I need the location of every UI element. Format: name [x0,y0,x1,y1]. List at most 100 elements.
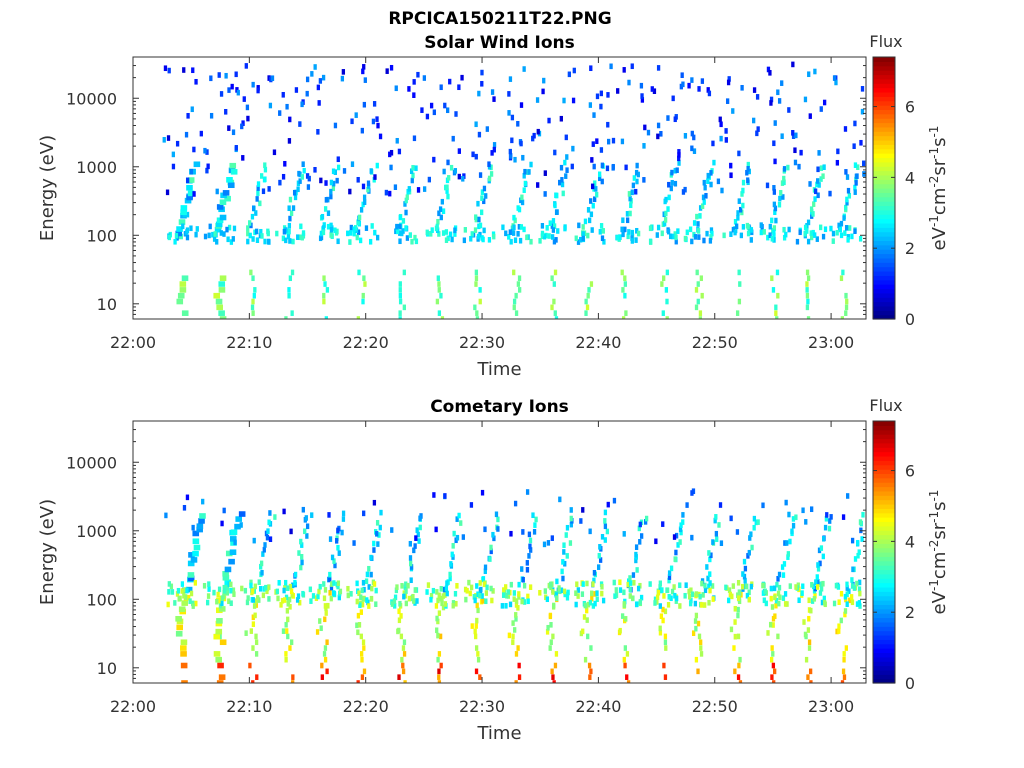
flux-cell [265,534,270,541]
flux-cell [762,229,766,235]
flux-cell [661,310,665,316]
flux-cell [492,233,496,240]
flux-cell [564,173,568,179]
flux-cell [713,517,717,524]
flux-cell [709,181,713,188]
flux-cell [299,223,303,230]
flux-cell [648,581,652,587]
x-tick-label: 22:20 [343,333,389,352]
flux-cell [517,581,521,588]
flux-cell [295,597,300,603]
flux-cell [336,580,341,587]
flux-cell [341,516,346,522]
flux-cell [628,580,633,586]
flux-cell [755,94,760,100]
flux-cell [507,91,511,97]
flux-cell [703,602,707,608]
flux-cell [507,234,511,240]
flux-cell [457,84,461,91]
flux-cell [816,192,820,199]
flux-cell [660,587,664,593]
flux-cell [443,601,448,607]
flux-cell [551,674,555,680]
colorbar-segment [873,183,895,189]
flux-cell [401,218,406,224]
flux-cell [618,579,622,586]
flux-cell [349,230,353,236]
flux-cell [326,223,331,230]
flux-cell [288,196,293,203]
flux-cell [501,592,506,598]
flux-cell [690,490,694,496]
y-axis-label: Energy (eV) [37,499,58,605]
flux-cell [850,577,854,583]
colorbar-segment [873,131,895,137]
flux-cell [262,546,266,553]
flux-cell [360,674,365,680]
flux-cell [611,137,616,144]
flux-cell [780,564,785,570]
flux-cell [697,86,701,92]
flux-cell [366,186,370,193]
flux-cell [401,662,405,669]
flux-cell [437,210,441,217]
flux-cell [762,597,766,604]
flux-cell [681,519,685,525]
flux-cell [756,519,760,525]
flux-cell [475,583,479,589]
flux-cell [360,127,364,134]
flux-cell [443,493,447,499]
flux-cell [590,590,594,597]
flux-cell [324,316,328,319]
flux-cell [845,591,849,598]
flux-cell [166,601,170,608]
flux-cell [719,540,724,547]
flux-cell [591,581,595,587]
flux-cell [678,539,682,545]
flux-cell [336,544,340,551]
flux-cell [393,184,398,191]
flux-cell [772,140,776,147]
flux-cell [772,229,776,236]
flux-cell [773,209,777,215]
flux-cell [329,179,334,186]
colorbar-segment [873,486,895,492]
flux-cell [689,587,693,594]
flux-cell [282,228,287,235]
flux-cell [494,511,499,518]
flux-cell [837,628,841,634]
flux-cell [254,651,259,657]
flux-cell [638,539,642,545]
flux-cell [847,192,852,199]
flux-cell [772,185,776,191]
flux-cell [560,177,564,183]
flux-cell [655,599,659,605]
flux-cell [856,164,860,170]
flux-cell [568,540,573,546]
flux-cell [627,229,631,235]
flux-cell [626,578,631,584]
flux-cell [412,79,416,85]
flux-cell [357,214,362,221]
flux-cell [681,512,685,518]
flux-cell [711,140,715,147]
x-tick-label: 22:50 [692,697,738,716]
flux-cell [631,182,636,189]
flux-cell [187,190,195,197]
flux-cell [395,137,399,144]
flux-cell [636,230,641,237]
flux-cell [522,66,526,72]
flux-cell [752,524,756,531]
flux-cell [230,83,234,90]
flux-cell [265,585,270,592]
flux-cell [658,629,663,636]
colorbar-segment [873,626,895,632]
flux-cell [783,601,788,607]
flux-cell [846,493,850,499]
flux-cell [275,588,280,595]
flux-cell [523,180,527,187]
colorbar-segment [873,639,895,645]
flux-cell [797,586,801,593]
flux-cell [674,234,678,241]
colorbar-segment [873,205,895,211]
